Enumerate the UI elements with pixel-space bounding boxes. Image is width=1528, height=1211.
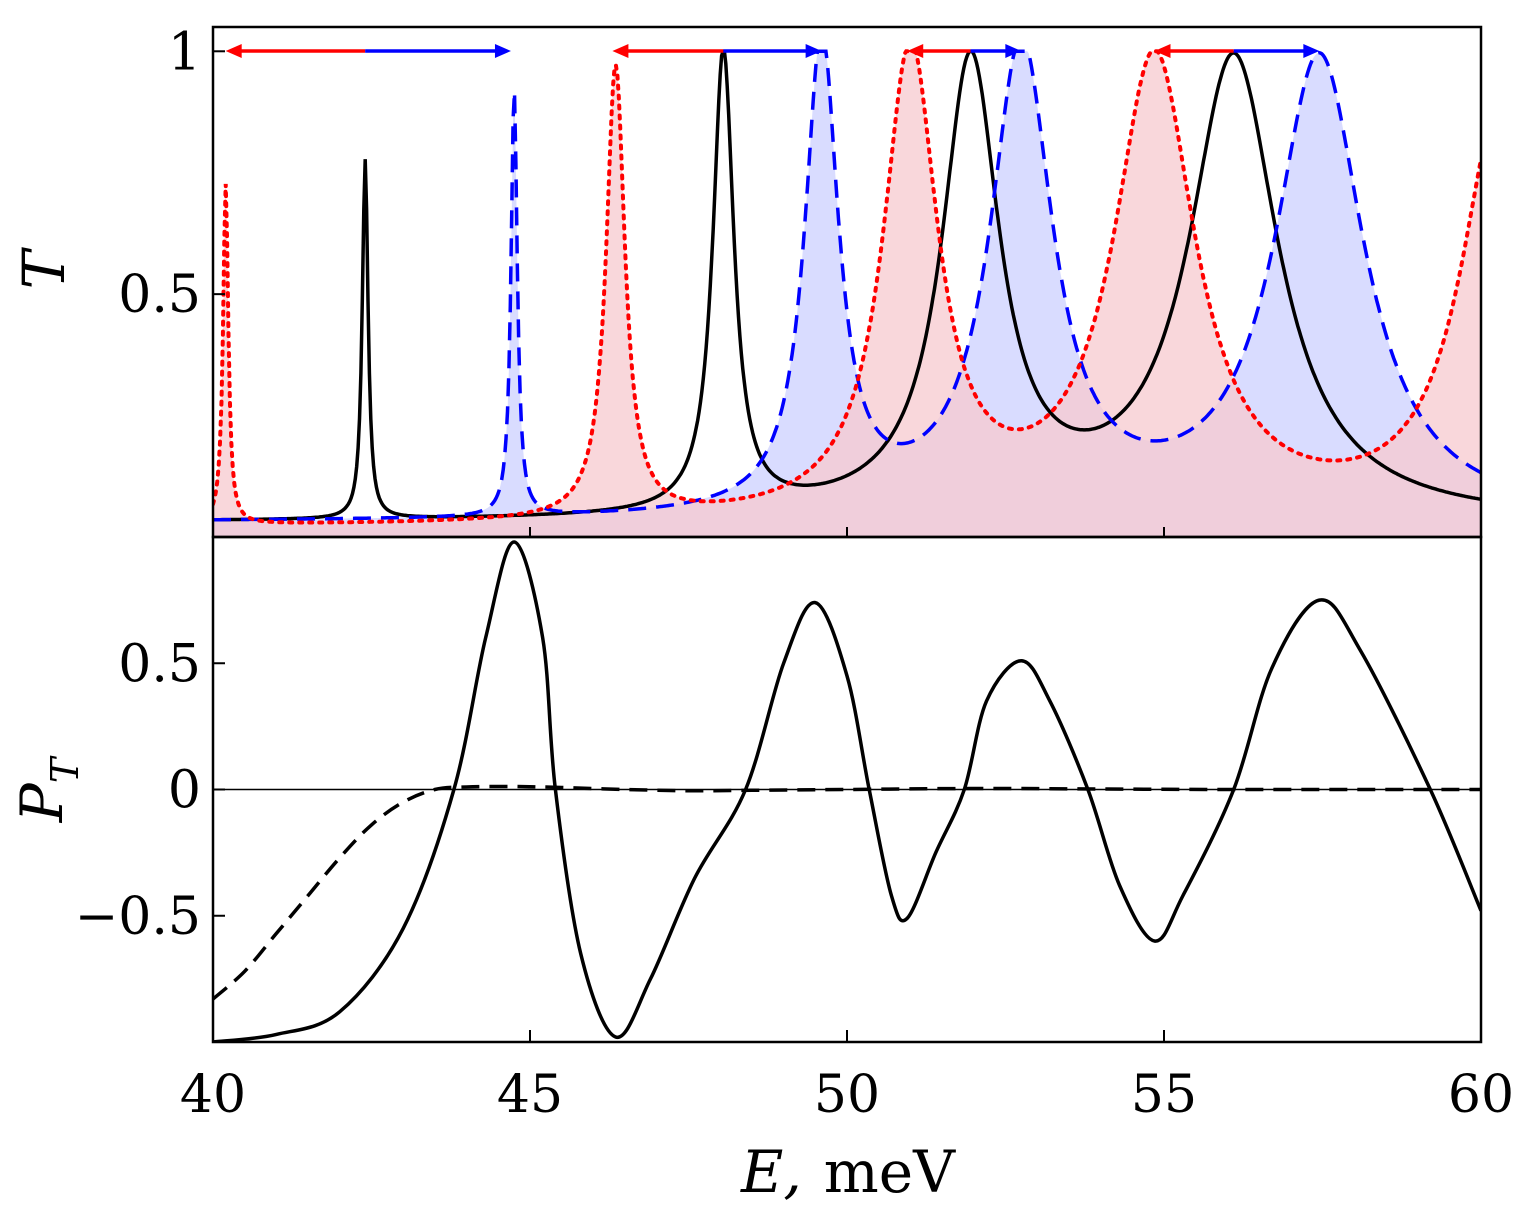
energy-x-tick-label: 45: [497, 1065, 563, 1125]
polarization-dashed-curve: [213, 784, 1481, 1001]
arrow-left-head-3: [907, 44, 924, 58]
transmission-y-tick-label: 1: [168, 22, 201, 82]
energy-x-label-symbol: E,: [740, 1138, 802, 1206]
arrow-left-head-1: [225, 44, 242, 58]
polarization-y-label: PT: [8, 755, 87, 823]
transmission-y-ticks: 0.51: [118, 22, 225, 325]
polarization-y-tick-label: −0.5: [75, 887, 201, 947]
polarization-y-tick-label: 0: [168, 761, 201, 821]
energy-x-tick-label: 40: [180, 1065, 246, 1125]
peak-arrow-group: [225, 44, 1320, 58]
blue-dashed-curve: [213, 49, 1481, 522]
red-dotted-curve: [213, 49, 1481, 525]
transmission-y-tick-label: 0.5: [118, 265, 201, 325]
transmission-line-group: [213, 49, 1481, 525]
energy-x-tick-label: 55: [1131, 1065, 1197, 1125]
polarization-y-label-main: P: [8, 782, 76, 823]
energy-x-ticks: 40 45 50 55 60: [180, 527, 1514, 1125]
arrow-right-head-4: [1303, 44, 1320, 58]
polarization-line-group: [213, 540, 1481, 1042]
energy-x-tick-label: 50: [814, 1065, 880, 1125]
arrow-right-head-2: [805, 44, 822, 58]
energy-x-tick-label: 60: [1448, 1065, 1514, 1125]
energy-x-label: E, meV: [740, 1138, 956, 1206]
transmission-y-label: T: [10, 246, 78, 289]
polarization-y-label-sub: T: [43, 755, 87, 783]
polarization-panel: −0.5 0 0.5 40 45 50 55 60 PT E, meV: [8, 527, 1514, 1206]
arrow-right-head-3: [1005, 44, 1022, 58]
polarization-y-tick-label: 0.5: [118, 634, 201, 694]
red-dotted-fill: [213, 51, 1481, 537]
polarization-solid-curve: [213, 540, 1481, 1042]
transmission-fill-group: [213, 51, 1481, 537]
arrow-left-head-4: [1154, 44, 1171, 58]
polarization-y-ticks: −0.5 0 0.5: [75, 634, 225, 947]
transmission-panel: 0.51 T: [10, 22, 1483, 539]
energy-x-label-unit: meV: [824, 1138, 956, 1206]
arrow-left-head-2: [612, 44, 629, 58]
arrow-right-head-1: [494, 44, 511, 58]
